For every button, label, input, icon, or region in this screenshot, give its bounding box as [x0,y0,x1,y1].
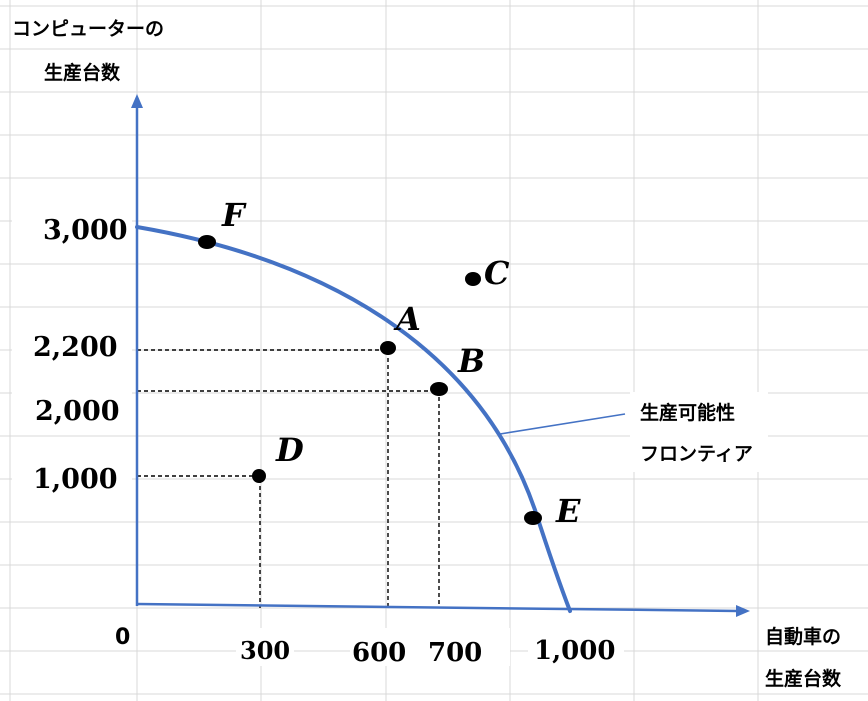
axes [131,94,750,617]
y-axis-title-line2: 生産台数 [44,61,121,84]
frontier-callout-line [499,413,626,435]
x-tick-700: 700 [428,638,482,668]
point-label-c: C [484,254,510,292]
point-labels: F A B C D E [221,196,581,530]
point-e [524,511,542,525]
guide-line-a [137,349,389,608]
point-a [380,341,396,355]
x-axis-arrow-icon [736,605,750,617]
x-tick-1000: 1,000 [534,636,615,666]
frontier-curve [135,225,572,613]
x-tick-300: 300 [240,636,290,665]
point-b [430,382,448,396]
x-tick-labels: 300 600 700 1,000 [240,636,615,668]
x-axis [136,602,739,613]
guide-line-d [137,475,261,608]
x-axis-title-line2: 生産台数 [765,667,842,690]
point-d [252,469,266,483]
label-backgrounds [12,205,768,666]
frontier-label-line2: フロンティア [640,443,753,465]
frontier-label-line1: 生産可能性 [640,401,735,424]
point-c [465,272,481,286]
point-f [198,235,216,249]
y-tick-3000: 3,000 [43,215,128,246]
y-tick-1000: 1,000 [33,464,118,495]
x-tick-600: 600 [352,638,406,668]
y-axis-arrow-icon [131,94,143,108]
point-label-f: F [221,196,247,234]
y-tick-labels: 3,000 2,200 2,000 1,000 [33,215,128,495]
point-label-d: D [275,431,304,469]
origin-label: 0 [115,625,130,650]
point-label-a: A [393,300,421,338]
x-axis-title-line1: 自動車の [765,625,841,648]
point-label-b: B [457,342,485,380]
y-tick-2200: 2,200 [33,332,118,363]
y-tick-2000: 2,000 [35,396,120,427]
y-axis-title-line1: コンピューターの [12,18,164,40]
points [198,235,542,525]
point-label-e: E [555,492,581,530]
guide-line-b [137,390,440,608]
